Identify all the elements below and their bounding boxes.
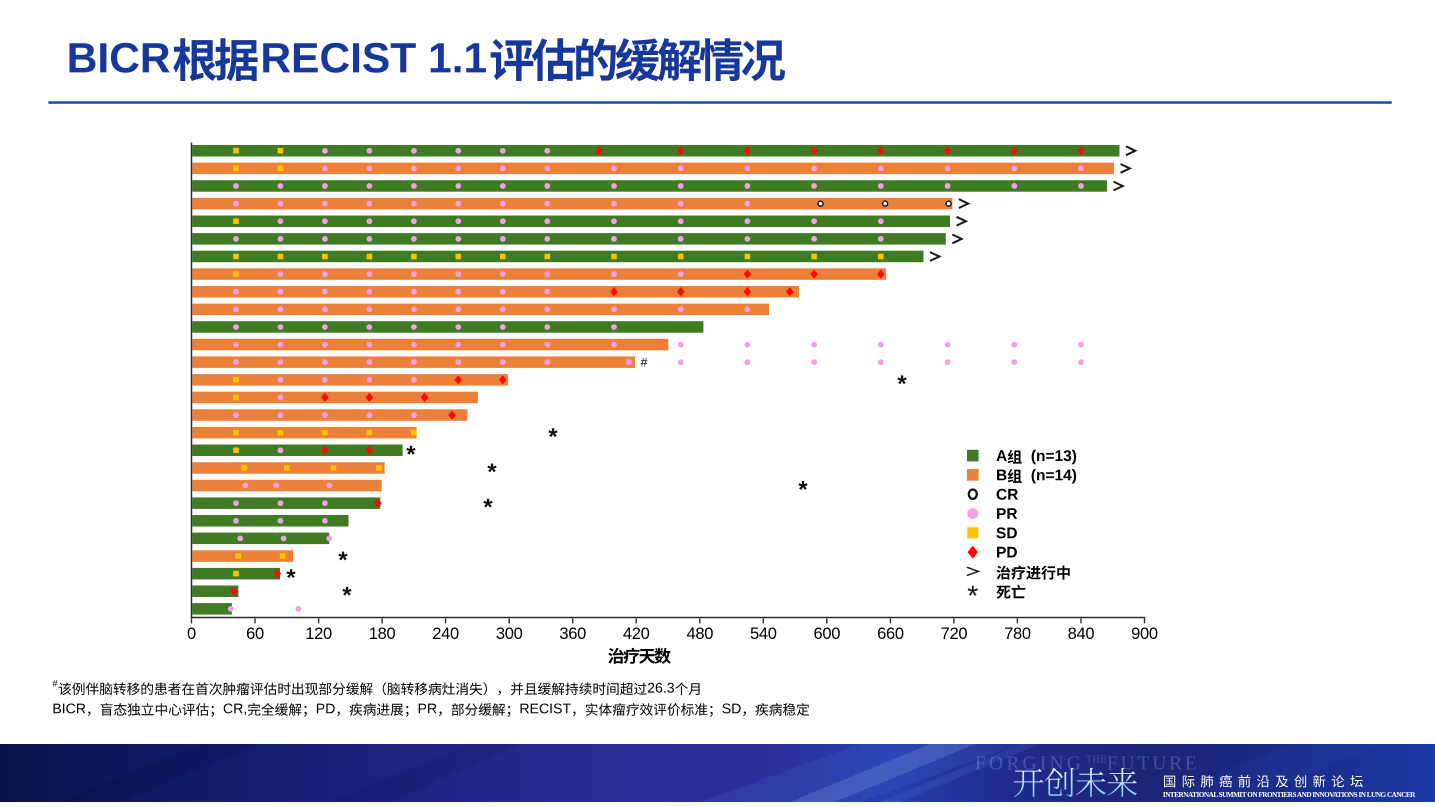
svg-text:840: 840	[1068, 625, 1095, 643]
svg-text:300: 300	[496, 625, 523, 643]
svg-text:900: 900	[1131, 625, 1158, 643]
svg-text:360: 360	[559, 625, 586, 643]
svg-text:540: 540	[750, 625, 777, 643]
svg-text:THE: THE	[1086, 755, 1107, 766]
svg-text:0: 0	[187, 625, 196, 643]
svg-text:120: 120	[305, 625, 332, 643]
svg-text:240: 240	[432, 625, 459, 643]
svg-text:420: 420	[623, 625, 650, 643]
svg-text:180: 180	[369, 625, 396, 643]
svg-text:60: 60	[246, 625, 264, 643]
svg-text:480: 480	[686, 625, 713, 643]
svg-text:INTERNATIONAL SUMMIT ON FRONTI: INTERNATIONAL SUMMIT ON FRONTIERS AND IN…	[1163, 791, 1416, 799]
svg-text:FUTURE: FUTURE	[1107, 754, 1200, 775]
svg-text:600: 600	[813, 625, 840, 643]
svg-text:720: 720	[941, 625, 968, 643]
svg-text:660: 660	[877, 625, 904, 643]
svg-text:780: 780	[1004, 625, 1031, 643]
